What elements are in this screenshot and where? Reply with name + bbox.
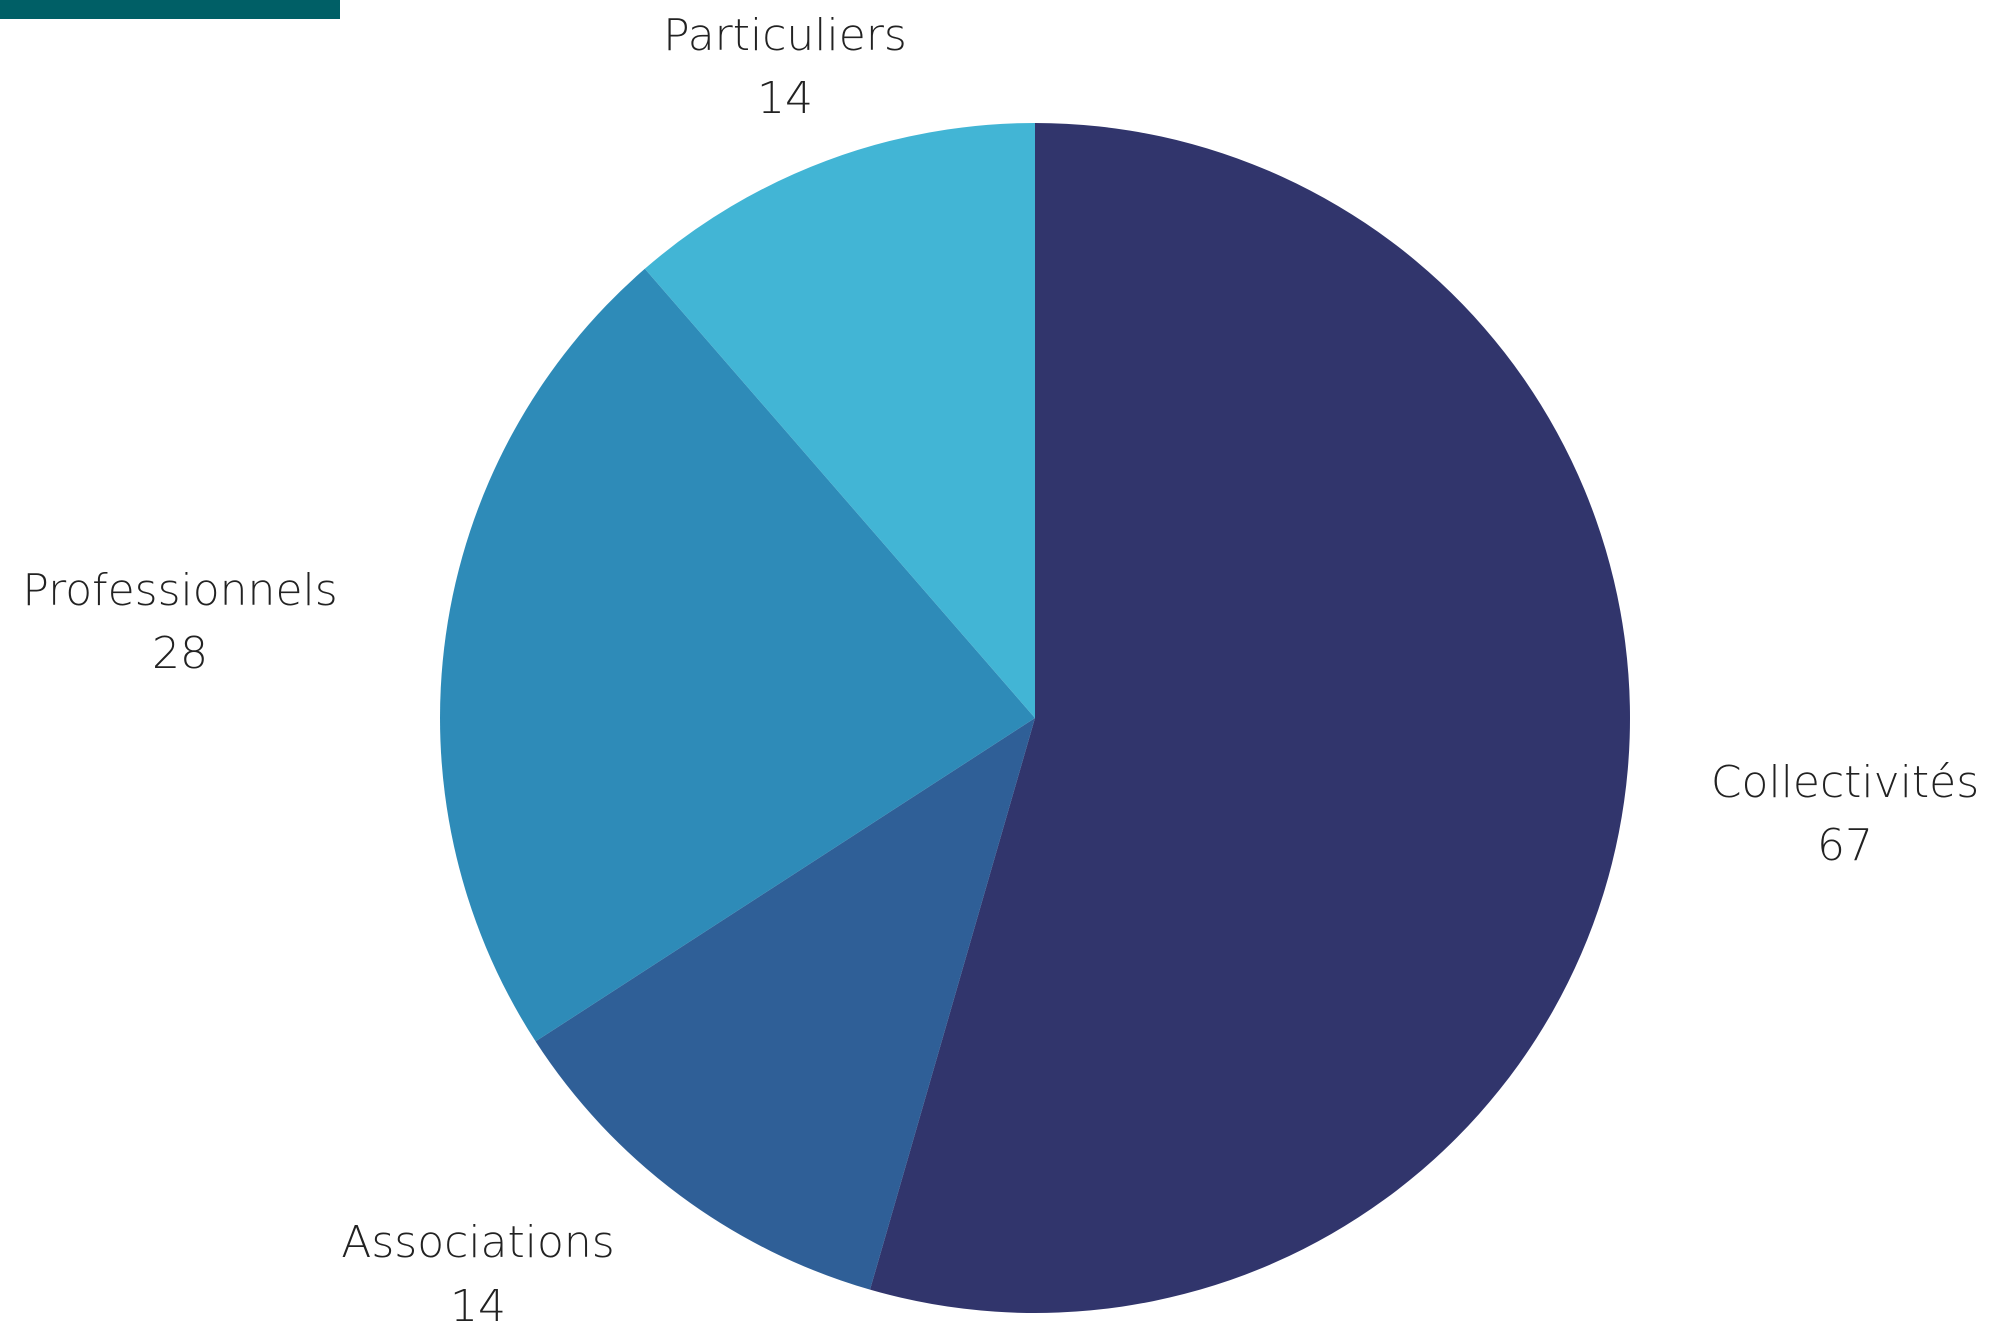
pie-slice-1 [870, 123, 1631, 1313]
pie-slice-4 [644, 123, 1035, 718]
slice-value-3: 28 [152, 628, 208, 679]
pie-slices [440, 123, 1631, 1313]
slice-label-2: Associations [341, 1217, 614, 1268]
slice-label-4: Particuliers [663, 10, 907, 61]
pie-slice-2 [535, 718, 1035, 1290]
slice-value-1: 67 [1817, 820, 1873, 871]
pie-slice-3 [440, 268, 1035, 1042]
accent-bar [0, 0, 340, 19]
slice-value-2: 14 [450, 1281, 506, 1325]
slice-value-4: 14 [757, 73, 813, 124]
slice-label-3: Professionnels [22, 565, 337, 616]
pie-labels: Collectivités 67 Associations 14 Professionn… [22, 10, 1979, 1325]
slice-label-1: Collectivités [1711, 757, 1979, 808]
